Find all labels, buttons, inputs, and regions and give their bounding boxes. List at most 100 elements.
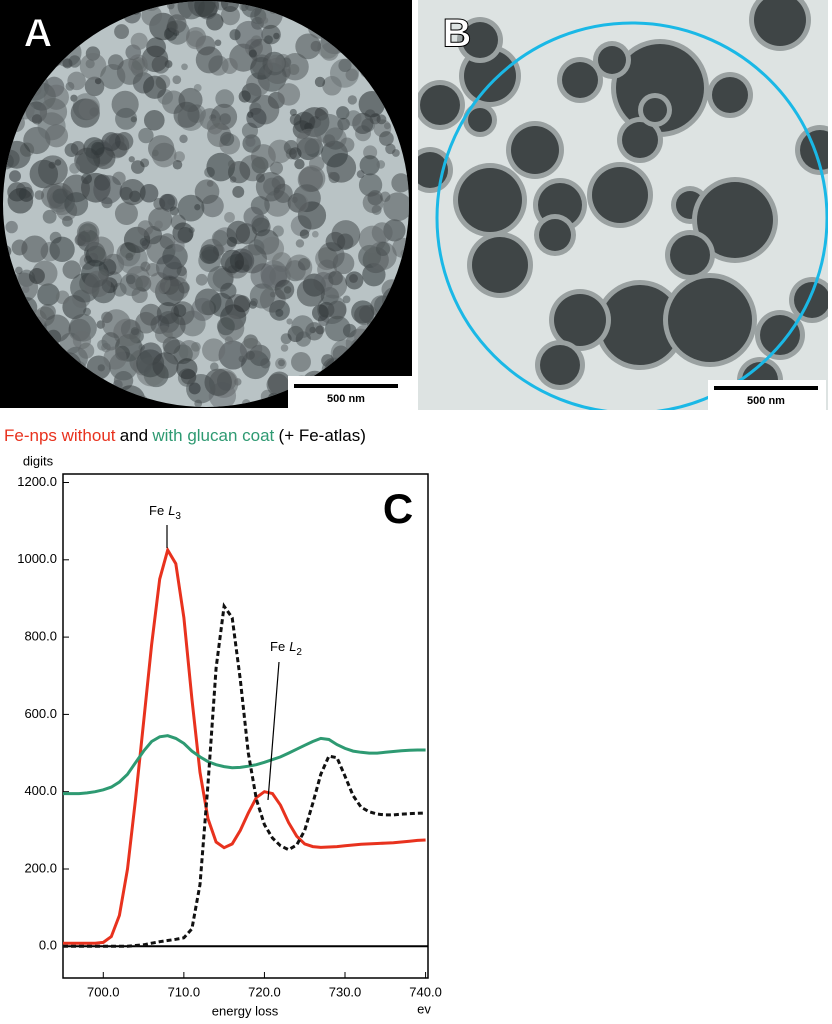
particle-cluster (93, 175, 123, 205)
x-axis-label: energy loss (212, 1003, 279, 1018)
particle-cluster (5, 220, 18, 234)
particle-cluster (310, 40, 322, 52)
particle-cluster (226, 220, 251, 245)
particle-cluster (359, 155, 380, 176)
particle-cluster (128, 156, 135, 163)
scale-bar-label: 500 nm (747, 395, 785, 407)
scale-bar-label: 500 nm (327, 393, 365, 405)
particle-cluster (39, 303, 56, 320)
particle-cluster (270, 161, 283, 175)
particle-cluster (266, 373, 289, 396)
particle-cluster (295, 239, 305, 248)
particle-cluster (206, 118, 224, 135)
particle-cluster (100, 63, 126, 90)
particle-cluster (249, 283, 275, 309)
particle-cluster (347, 95, 357, 105)
particle-cluster (191, 341, 201, 352)
particle-cluster (367, 190, 383, 206)
particle-cluster (11, 239, 28, 256)
particle-cluster (97, 339, 108, 351)
particle-cluster (299, 229, 310, 239)
particle-cluster (128, 54, 148, 74)
particle-cluster (120, 319, 141, 340)
particle-cluster (206, 180, 214, 187)
particle-cluster (148, 135, 175, 162)
particle-cluster (64, 192, 89, 217)
particle-cluster (211, 229, 229, 247)
particle (562, 62, 598, 98)
particle-cluster (152, 352, 179, 379)
particle-cluster (101, 311, 113, 324)
particle-cluster (52, 188, 68, 204)
y-tick-label: 1000.0 (17, 551, 57, 566)
particle-cluster (220, 131, 235, 147)
particle-cluster (296, 128, 322, 155)
particle-cluster (345, 110, 362, 127)
particle-cluster (114, 24, 129, 40)
particle-cluster (119, 178, 146, 206)
particle-cluster (9, 170, 21, 183)
particle-cluster (289, 193, 309, 214)
particle (754, 0, 806, 46)
particle-cluster (273, 32, 280, 40)
particle (643, 98, 667, 122)
particle (668, 278, 752, 362)
particle-cluster (78, 342, 95, 359)
particle-cluster (312, 230, 319, 238)
y-tick-label: 0.0 (39, 938, 57, 953)
particle (760, 315, 800, 355)
particle-cluster (39, 98, 68, 126)
particle-cluster (195, 273, 208, 286)
particle-cluster (177, 227, 194, 243)
particle-cluster (179, 134, 188, 144)
particle-cluster (277, 83, 301, 106)
x-tick-label: 730.0 (329, 984, 362, 999)
particle-cluster (130, 160, 145, 174)
particle-cluster (143, 75, 167, 99)
particle-cluster (379, 131, 394, 146)
particle (697, 182, 773, 258)
particle-cluster (177, 194, 205, 222)
x-tick-label: 710.0 (168, 984, 201, 999)
particle (472, 237, 528, 293)
particle-cluster (246, 107, 267, 129)
annotation: Fe L3 (149, 503, 181, 521)
particle-cluster (88, 236, 115, 263)
particle-cluster (21, 285, 30, 293)
particle-cluster (139, 237, 148, 247)
particle-cluster (295, 33, 322, 60)
particle-cluster (327, 171, 335, 179)
particle-cluster (176, 265, 187, 277)
particle-cluster (315, 325, 325, 335)
particle-cluster (188, 382, 201, 395)
particle-cluster (280, 344, 289, 352)
particle-cluster (69, 162, 81, 174)
particle-cluster (383, 192, 409, 222)
series-line (63, 602, 426, 948)
particle (554, 294, 606, 346)
particle-cluster (135, 311, 157, 334)
particle-cluster (91, 141, 105, 156)
particle-cluster (261, 16, 269, 24)
particle-cluster (216, 317, 235, 336)
particle-cluster (391, 173, 409, 193)
x-tick-label: 720.0 (248, 984, 281, 999)
particle-cluster (311, 304, 329, 322)
particle-cluster (273, 183, 293, 204)
particle-cluster (354, 305, 374, 326)
particle (464, 50, 516, 102)
particle-cluster (181, 63, 188, 71)
x-axis-unit: ev (417, 1001, 431, 1016)
particle-cluster (286, 318, 293, 325)
series-line (63, 546, 426, 945)
particle-cluster (296, 278, 325, 307)
particle-cluster (145, 263, 160, 277)
particle-cluster (274, 279, 295, 300)
particle-cluster (55, 290, 70, 305)
particle-cluster (195, 46, 223, 74)
particle-cluster (98, 269, 109, 281)
particle-cluster (172, 159, 183, 170)
particle-cluster (42, 209, 57, 224)
particle-cluster (148, 207, 173, 232)
particle-cluster (137, 220, 154, 237)
